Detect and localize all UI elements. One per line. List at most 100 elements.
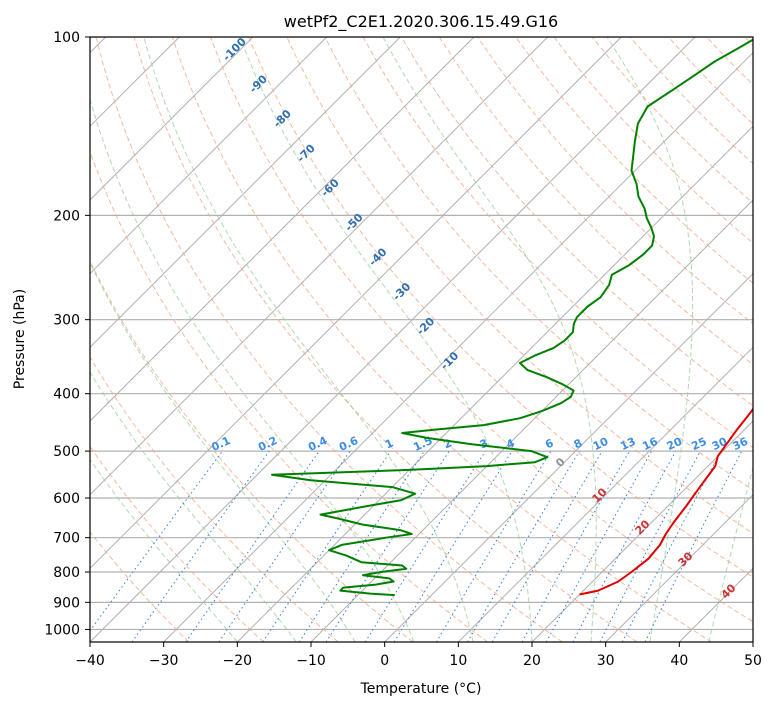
sounding-line [579,407,753,596]
isotherm-gridline [90,37,328,275]
mixing-ratio-line [131,450,270,642]
mixing-ratio-label: 10 [591,435,611,453]
x-tick-label: −20 [223,653,253,669]
dry-adiabat [210,37,753,623]
isotherm-gridline [531,420,753,642]
adiabat-label: -80 [271,107,294,130]
y-tick-label: 600 [53,491,80,507]
isotherm-gridline [90,37,254,201]
y-tick-label: 100 [53,30,80,46]
isotherm-gridline [90,37,549,496]
dry-adiabat [90,531,190,642]
moist-adiabat [90,458,238,642]
dry-adiabat [744,37,753,47]
adiabat-label: 30 [676,549,696,569]
dry-adiabat [90,259,414,642]
mixing-ratio-line [467,450,580,642]
mixing-ratio-line [218,450,351,642]
x-tick-label: 20 [523,653,541,669]
dry-adiabat [324,37,753,491]
isotherm-gridline [457,346,753,642]
moist-adiabat [239,37,533,642]
isotherm-gridline [384,272,753,642]
dry-adiabat [553,37,753,244]
adiabat-label: 10 [590,485,610,505]
dry-adiabat [171,37,712,642]
mixing-ratio-line [435,450,552,642]
isotherm-gridline [752,641,753,642]
x-tick-label: 30 [597,653,615,669]
mixing-ratio-line [393,450,513,642]
mixing-ratio-line [185,450,320,642]
dry-adiabat [400,37,753,407]
y-axis: 100 200 300 400 500 600 700 800 900 1000 [44,30,90,638]
dry-adiabat [706,37,753,86]
mixing-ratio-label: 30 [710,435,730,453]
x-axis-title: Temperature (°C) [360,681,482,697]
mixing-ratio-label: 36 [731,435,751,453]
isotherm-gridline [90,37,622,570]
adiabat-label: -30 [390,280,413,303]
background-lines [90,37,753,642]
x-axis: −40 −30 −20 −10 0 10 20 30 40 50 [75,642,762,669]
x-tick-label: −40 [75,653,105,669]
moist-adiabat [143,37,474,642]
adiabat-label: -90 [247,72,270,95]
adiabat-label: -20 [414,314,437,337]
isotherm-gridline [163,51,753,642]
dry-adiabat [90,445,264,642]
isotherm-gridline [90,37,475,422]
isotherm-gridline [310,199,753,642]
adiabat-label: -40 [366,245,389,268]
adiabat-label: -60 [319,176,342,199]
x-tick-label: 40 [670,653,688,669]
y-tick-label: 900 [53,595,80,611]
dry-adiabat [90,356,339,642]
moist-adiabat [90,370,297,642]
adiabat-label: 0 [553,455,568,470]
mixing-ratio-label: 20 [665,435,685,453]
moist-adiabat [90,261,356,642]
isotherm-gridline [236,125,753,642]
sounding-line [271,38,753,597]
dry-adiabat [95,37,563,642]
mixing-ratio-label: 25 [689,435,708,453]
dry-adiabat [133,37,638,642]
x-tick-label: −30 [149,653,179,669]
adiabat-label: -10 [438,349,461,372]
y-axis-title: Pressure (hPa) [12,289,28,389]
dry-adiabat [515,37,753,284]
mixing-ratio-line [298,450,425,642]
mixing-ratio-line [599,450,701,642]
y-tick-label: 400 [53,387,80,403]
moist-adiabat [606,37,694,642]
x-tick-label: −10 [296,653,326,669]
y-tick-label: 1000 [44,622,80,638]
dry-adiabat [438,37,753,366]
moist-adiabat [90,97,415,642]
mixing-ratio-label: 1 [383,436,395,451]
dry-adiabat [248,37,753,578]
mixing-ratio-line [545,450,653,642]
dry-adiabat [362,37,753,449]
isopleth-labels: 0.1 0.2 0.4 0.6 1 1.5 2 3 4 6 8 10 13 16 20 25 30 36-100-… [209,37,751,602]
moist-adiabat [382,37,597,642]
sounding-traces [271,38,753,597]
plot-frame [89,36,754,643]
isotherm-gridline [90,37,401,349]
y-tick-label: 300 [53,313,80,329]
mixing-ratio-label: 6 [543,436,556,451]
dry-adiabat [90,150,488,642]
isotherm-gridline [678,567,753,642]
mixing-ratio-line [262,450,392,642]
mixing-ratio-line [364,450,486,642]
adiabat-label: 40 [719,581,739,601]
adiabat-label: 20 [633,517,653,537]
chart-title: wetPf2_C2E1.2020.306.15.49.G16 [284,12,558,32]
mixing-ratio-label: 16 [640,435,660,453]
mixing-ratio-label: 13 [618,435,637,453]
mixing-ratio-line [90,450,223,632]
mixing-ratio-label: 2 [442,436,454,451]
y-tick-label: 200 [53,208,80,224]
